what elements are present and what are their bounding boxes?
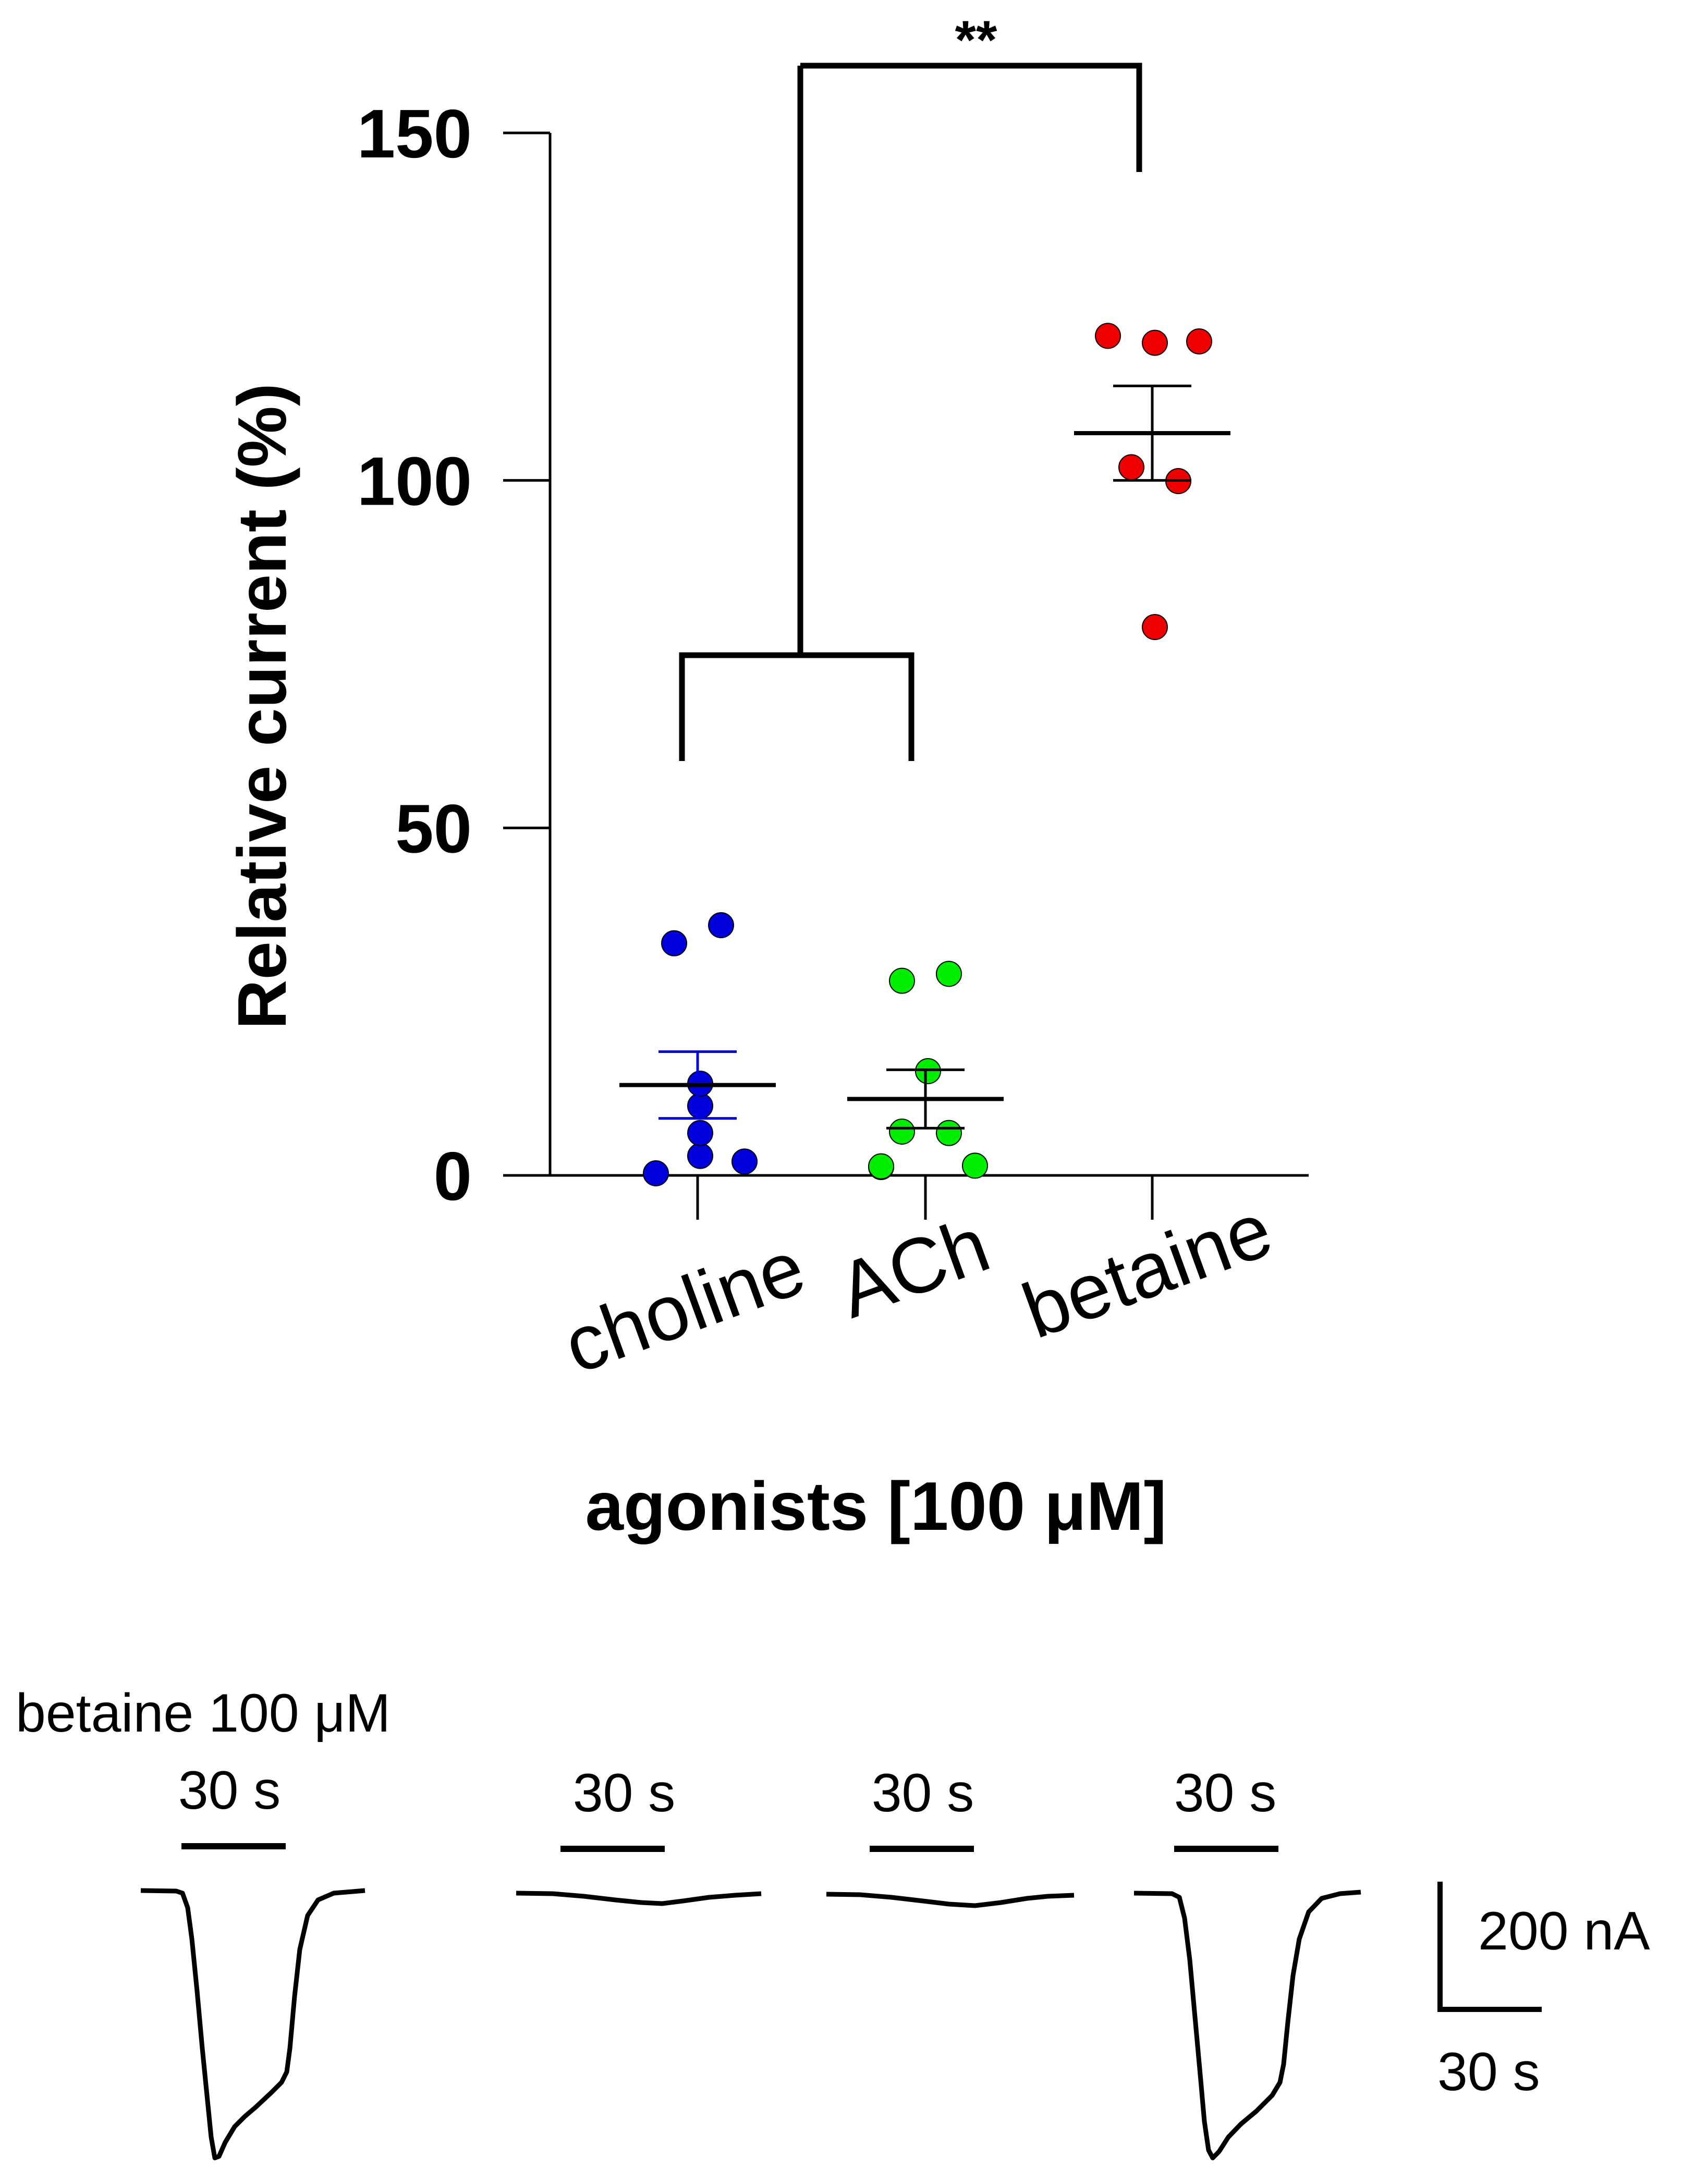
choline-point-6 [687, 1120, 713, 1146]
scatter-panel: 0 50 100 150 Relative current (%) choline AC… [224, 10, 1309, 1544]
y-axis-label: Relative current (%) [224, 383, 300, 1029]
choline-point-2 [661, 930, 687, 956]
bar-label-4: 30 s [1174, 1763, 1277, 1823]
trace-1: 30 s [140, 1760, 365, 2161]
betaine-point-3 [1186, 328, 1212, 354]
current-trace-3 [826, 1892, 1075, 1908]
data-points [643, 323, 1212, 1186]
betaine-point-6 [1142, 614, 1168, 640]
choline-point-3 [708, 912, 734, 938]
trace-4: 30 s [1133, 1763, 1361, 2161]
y-tick-label-150: 150 [357, 95, 472, 172]
ACh-point-2 [889, 967, 915, 994]
x-category-label-ACh: ACh [827, 1200, 1000, 1334]
x-ticks [696, 1175, 1154, 1220]
traces-panel: betaine 100 μM 30 s 30 s 30 s 30 s 200 n… [16, 1683, 1650, 2161]
trace-2: 30 s [516, 1763, 762, 1906]
current-trace-1 [140, 1888, 365, 2161]
ACh-point-3 [936, 961, 962, 987]
bracket-lower [679, 652, 914, 761]
choline-point-4 [731, 1148, 758, 1175]
y-tick-label-0: 0 [434, 1138, 472, 1214]
error-bars [619, 384, 1230, 1130]
current-trace-4 [1133, 1889, 1361, 2161]
y-ticks: 0 50 100 150 [357, 95, 550, 1214]
scale-bar: 200 nA 30 s [1437, 1882, 1650, 2102]
current-trace-2 [516, 1891, 762, 1906]
bar-label-2: 30 s [573, 1763, 676, 1823]
scale-bar-current-label: 200 nA [1478, 1901, 1650, 1961]
scale-bar-lines [1437, 1882, 1542, 2012]
x-category-label-betaine: betaine [1011, 1185, 1283, 1355]
choline-point-5 [687, 1143, 713, 1169]
betaine-point-4 [1118, 454, 1144, 481]
bar-label-3: 30 s [872, 1763, 974, 1823]
ACh-point-6 [936, 1120, 962, 1146]
ACh-point-5 [868, 1153, 894, 1180]
trace-3: 30 s [826, 1763, 1075, 1908]
x-category-label-choline: choline [553, 1223, 815, 1390]
betaine-point-1 [1095, 323, 1121, 349]
trace-title: betaine 100 μM [16, 1683, 391, 1744]
significance-bracket [679, 63, 1142, 761]
x-axis-label: agonists [100 μM] [586, 1468, 1167, 1544]
choline-point-1 [643, 1160, 669, 1186]
scale-bar-time-label: 30 s [1437, 2042, 1540, 2102]
y-tick-label-100: 100 [357, 443, 472, 520]
bracket-upper [800, 63, 1142, 172]
ACh-point-8 [915, 1058, 941, 1084]
ACh-point-7 [889, 1119, 915, 1145]
ACh-point-4 [962, 1152, 988, 1179]
y-tick-label-50: 50 [395, 790, 472, 867]
significance-label: ** [955, 10, 997, 70]
choline-point-7 [687, 1093, 713, 1119]
x-category-labels: choline ACh betaine [553, 1185, 1283, 1390]
betaine-point-2 [1142, 329, 1168, 356]
bar-label-1: 30 s [178, 1760, 281, 1821]
